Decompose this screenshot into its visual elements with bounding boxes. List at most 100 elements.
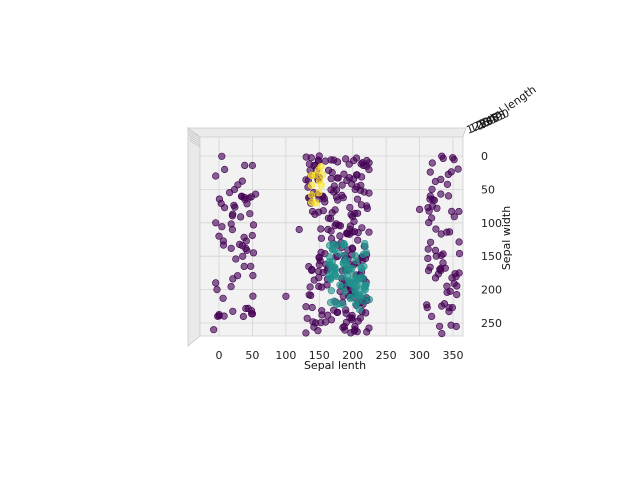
data-point-class0 xyxy=(239,253,246,260)
data-point-class0 xyxy=(228,221,235,228)
data-point-class0 xyxy=(425,267,432,274)
data-point-class0 xyxy=(249,232,256,239)
data-point-class0 xyxy=(309,208,316,215)
data-point-class0 xyxy=(220,295,227,302)
data-point-class0 xyxy=(322,319,329,326)
data-point-class0 xyxy=(343,230,350,237)
y-tick-label: 100 xyxy=(481,217,502,230)
x-tick-label: 50 xyxy=(245,349,259,362)
data-point-class0 xyxy=(319,312,326,319)
data-point-class0 xyxy=(352,186,359,193)
data-point-class0 xyxy=(247,210,254,217)
data-point-class0 xyxy=(241,162,248,169)
z-axis-label: Petal length xyxy=(477,83,538,131)
data-point-class0 xyxy=(429,186,436,193)
data-point-class0 xyxy=(445,193,452,200)
data-point-class0 xyxy=(318,226,325,233)
data-point-class0 xyxy=(446,229,453,236)
data-point-class0 xyxy=(331,157,338,164)
data-point-class0 xyxy=(439,153,446,160)
data-point-class0 xyxy=(340,324,347,331)
data-point-class0 xyxy=(337,233,344,240)
data-point-class0 xyxy=(221,166,228,173)
data-point-class0 xyxy=(303,154,310,161)
data-point-class0 xyxy=(248,310,255,317)
y-tick-label: 50 xyxy=(481,183,495,196)
data-point-class1 xyxy=(326,242,333,249)
data-point-class1 xyxy=(366,296,373,303)
data-point-class0 xyxy=(214,313,221,320)
data-point-class0 xyxy=(429,203,436,210)
data-point-class0 xyxy=(316,283,323,290)
data-point-class0 xyxy=(429,160,436,167)
x-tick-label: 300 xyxy=(409,349,430,362)
data-point-class1 xyxy=(335,250,342,257)
data-point-class0 xyxy=(433,226,440,233)
data-point-class0 xyxy=(325,226,332,233)
data-point-class0 xyxy=(283,293,290,300)
y-tick-label: 200 xyxy=(481,284,502,297)
data-point-class1 xyxy=(362,243,369,250)
data-point-class0 xyxy=(451,213,458,220)
data-point-class0 xyxy=(234,272,241,279)
data-point-class1 xyxy=(345,264,352,271)
data-point-class0 xyxy=(219,223,226,230)
data-point-class2 xyxy=(315,167,322,174)
data-point-class0 xyxy=(423,302,430,309)
data-point-class0 xyxy=(348,211,355,218)
data-point-class0 xyxy=(447,288,454,295)
data-point-class0 xyxy=(366,190,373,197)
data-point-class0 xyxy=(229,213,236,220)
data-point-class0 xyxy=(446,308,453,315)
data-point-class0 xyxy=(366,229,373,236)
data-point-class1 xyxy=(352,252,359,259)
data-point-class2 xyxy=(308,182,315,189)
data-point-class0 xyxy=(438,176,445,183)
data-point-class0 xyxy=(327,215,334,222)
data-point-class0 xyxy=(309,304,316,311)
data-point-class0 xyxy=(247,263,254,270)
data-point-class0 xyxy=(453,291,460,298)
data-point-class0 xyxy=(455,166,462,173)
data-point-class0 xyxy=(318,249,325,256)
data-point-class0 xyxy=(453,323,460,330)
data-point-class0 xyxy=(358,182,365,189)
data-point-class0 xyxy=(241,194,248,201)
data-point-class0 xyxy=(322,199,329,206)
data-point-class0 xyxy=(339,182,346,189)
data-point-class0 xyxy=(210,326,217,333)
data-point-class0 xyxy=(454,283,461,290)
data-point-class0 xyxy=(241,263,248,270)
data-point-class0 xyxy=(307,292,314,299)
data-point-class0 xyxy=(348,330,355,337)
data-point-class0 xyxy=(248,194,255,201)
data-point-class0 xyxy=(439,330,446,337)
data-point-class0 xyxy=(438,191,445,198)
data-point-class0 xyxy=(435,271,442,278)
data-point-class0 xyxy=(428,215,435,222)
data-point-class0 xyxy=(349,246,356,253)
data-point-class0 xyxy=(325,167,332,174)
data-point-class0 xyxy=(240,313,247,320)
x-tick-label: 250 xyxy=(376,349,397,362)
data-point-class0 xyxy=(320,207,327,214)
data-point-class0 xyxy=(333,221,340,228)
data-point-class1 xyxy=(331,298,338,305)
data-point-class0 xyxy=(307,284,314,291)
data-point-class0 xyxy=(366,160,373,167)
data-point-class0 xyxy=(445,171,452,178)
data-point-class0 xyxy=(349,316,356,323)
data-point-class2 xyxy=(316,190,323,197)
data-point-class0 xyxy=(308,267,315,274)
data-point-class0 xyxy=(346,161,353,168)
data-point-class0 xyxy=(354,237,361,244)
data-point-class0 xyxy=(233,256,240,263)
data-point-class1 xyxy=(363,249,370,256)
data-point-class0 xyxy=(316,153,323,160)
data-point-class0 xyxy=(216,233,223,240)
data-point-class1 xyxy=(352,287,359,294)
data-point-class0 xyxy=(354,210,361,217)
data-point-class0 xyxy=(249,162,256,169)
data-point-class1 xyxy=(351,272,358,279)
